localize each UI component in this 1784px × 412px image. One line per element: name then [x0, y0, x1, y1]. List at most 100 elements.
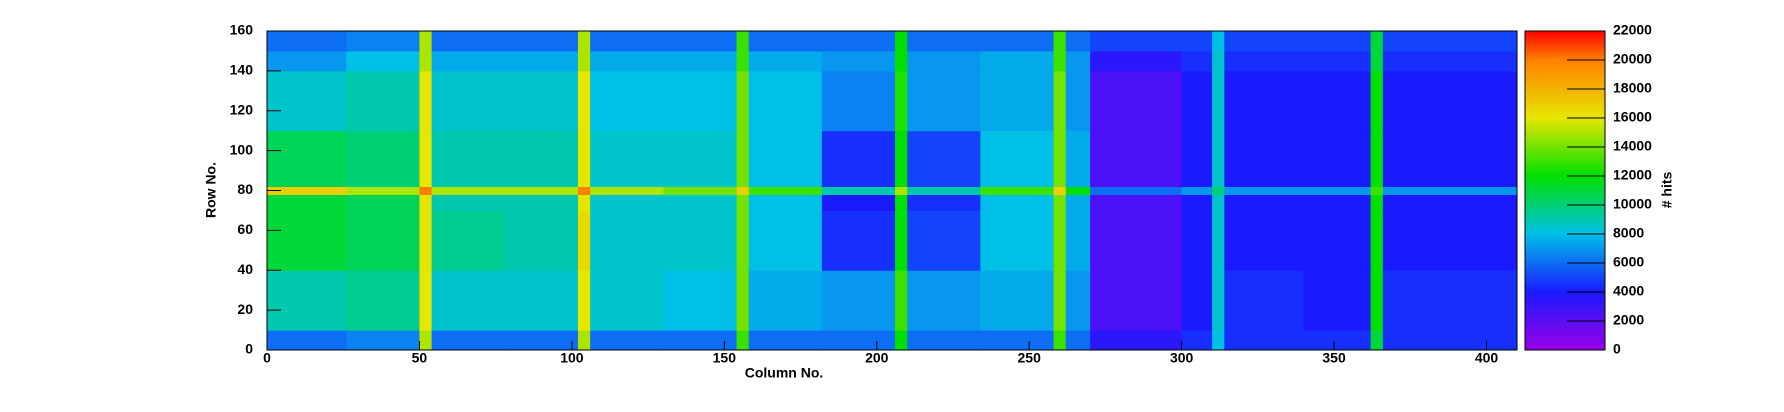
heat-cell: [1224, 194, 1305, 211]
heat-cell: [748, 186, 823, 195]
heat-cell: [748, 210, 823, 271]
heat-cell: [267, 70, 347, 132]
heat-cell: [1370, 194, 1384, 211]
heat-cell: [1224, 70, 1305, 132]
heat-cell: [821, 50, 896, 72]
heat-cell: [1065, 130, 1091, 188]
heat-cell: [590, 210, 664, 271]
heat-cell: [821, 330, 896, 351]
y-tick-label: 20: [237, 301, 253, 317]
heat-cell: [1224, 186, 1305, 195]
z-tick-label: 20000: [1613, 51, 1652, 67]
heat-cell: [1090, 270, 1183, 331]
heat-cell: [1382, 186, 1457, 195]
heat-cell: [1382, 50, 1457, 72]
y-tick-label: 140: [230, 62, 254, 78]
heat-cell: [1053, 330, 1067, 351]
heat-cell: [267, 186, 347, 195]
heat-cell: [1212, 70, 1225, 132]
heat-cell: [1224, 210, 1305, 271]
heat-cell: [577, 210, 591, 271]
heat-cell: [1053, 194, 1067, 211]
heat-cell: [419, 186, 433, 195]
heat-cell: [736, 31, 750, 52]
heat-cell: [736, 210, 750, 271]
heat-cell: [577, 186, 591, 195]
heat-cell: [907, 270, 981, 331]
heat-cell: [1224, 270, 1305, 331]
heat-cell: [419, 194, 433, 211]
heat-cell: [980, 194, 1055, 211]
heat-cell: [748, 270, 823, 331]
heat-cell: [1212, 50, 1225, 72]
z-tick-label: 10000: [1613, 196, 1652, 212]
heat-cell: [736, 270, 750, 331]
heat-cell: [1370, 210, 1384, 271]
heat-cell: [895, 330, 908, 351]
heat-cell: [1224, 330, 1305, 351]
heat-cell: [736, 50, 750, 72]
heat-cell: [1456, 31, 1518, 52]
heat-cell: [419, 130, 433, 188]
heat-cell: [1053, 186, 1067, 195]
heat-cell: [504, 130, 579, 188]
heat-cell: [1456, 130, 1518, 188]
y-tick-label: 40: [237, 261, 253, 277]
z-tick-label: 2000: [1613, 312, 1644, 328]
heat-cell: [590, 186, 664, 195]
heat-cell: [1370, 31, 1384, 52]
heat-cell: [1090, 186, 1183, 195]
y-tick-label: 60: [237, 221, 253, 237]
heat-cell: [577, 330, 591, 351]
heat-cell: [907, 70, 981, 132]
heat-cell: [907, 194, 981, 211]
heat-cell: [736, 130, 750, 188]
heat-cell: [504, 194, 579, 211]
heat-cell: [346, 50, 420, 72]
heat-cell: [1181, 210, 1213, 271]
heat-cell: [1090, 194, 1183, 211]
heat-cell: [895, 70, 908, 132]
z-tick-label: 12000: [1613, 167, 1652, 183]
heat-cell: [1303, 330, 1372, 351]
z-tick-label: 14000: [1613, 138, 1652, 154]
heat-cell: [431, 31, 506, 52]
heat-cell: [663, 70, 738, 132]
heat-cell: [1456, 270, 1518, 331]
heat-cell: [980, 330, 1055, 351]
heat-cell: [663, 210, 738, 271]
heat-cell: [1370, 330, 1384, 351]
heat-cell: [1090, 70, 1183, 132]
heat-cell: [736, 330, 750, 351]
heat-cell: [431, 186, 506, 195]
x-tick-label: 400: [1475, 350, 1499, 366]
heat-cell: [419, 50, 433, 72]
heat-cell: [504, 330, 579, 351]
heat-cell: [1370, 130, 1384, 188]
heat-cell: [346, 210, 420, 271]
x-tick-label: 350: [1322, 350, 1346, 366]
heat-cell: [748, 50, 823, 72]
heat-cell: [1090, 130, 1183, 188]
heat-cell: [346, 31, 420, 52]
heat-cell: [663, 194, 738, 211]
heat-cell: [1303, 130, 1372, 188]
heat-cell: [748, 194, 823, 211]
heat-cell: [895, 270, 908, 331]
heat-cell: [267, 210, 347, 271]
heat-cell: [907, 130, 981, 188]
x-tick-label: 0: [263, 350, 271, 366]
heat-cell: [1456, 50, 1518, 72]
heat-cell: [1181, 31, 1213, 52]
heat-cell: [821, 210, 896, 271]
heat-cell: [504, 186, 579, 195]
x-tick-label: 100: [560, 350, 584, 366]
heat-cell: [1303, 70, 1372, 132]
heat-cell: [1224, 31, 1305, 52]
heat-cell: [1212, 210, 1225, 271]
heat-cell: [1065, 270, 1091, 331]
heat-cell: [1456, 330, 1518, 351]
heat-cell: [663, 330, 738, 351]
heat-cell: [980, 70, 1055, 132]
heat-cell: [267, 270, 347, 331]
